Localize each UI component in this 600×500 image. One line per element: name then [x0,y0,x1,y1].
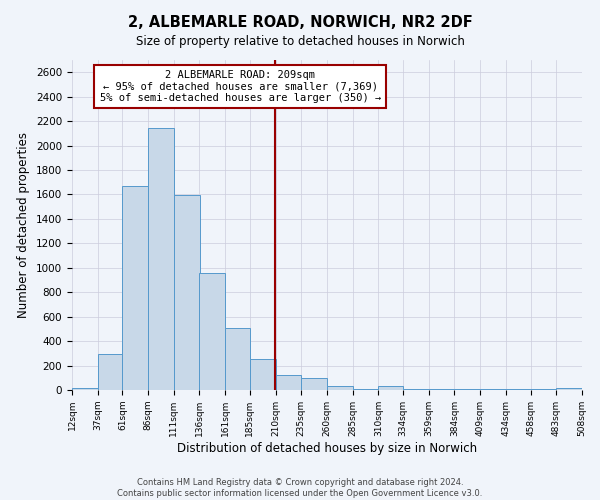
Bar [379,386,403,390]
Bar [556,388,582,390]
Bar [301,378,327,390]
Bar [275,376,301,390]
X-axis label: Distribution of detached houses by size in Norwich: Distribution of detached houses by size … [177,442,477,454]
Bar [250,359,275,390]
Y-axis label: Number of detached properties: Number of detached properties [17,132,31,318]
Bar [199,272,225,390]
Bar [148,128,174,390]
Bar [98,354,122,390]
Text: Contains HM Land Registry data © Crown copyright and database right 2024.
Contai: Contains HM Land Registry data © Crown c… [118,478,482,498]
Bar [174,195,199,390]
Bar [327,386,353,390]
Text: 2 ALBEMARLE ROAD: 209sqm
← 95% of detached houses are smaller (7,369)
5% of semi: 2 ALBEMARLE ROAD: 209sqm ← 95% of detach… [100,70,381,103]
Bar [225,328,250,390]
Bar [122,186,148,390]
Text: 2, ALBEMARLE ROAD, NORWICH, NR2 2DF: 2, ALBEMARLE ROAD, NORWICH, NR2 2DF [128,15,472,30]
Bar [72,388,98,390]
Text: Size of property relative to detached houses in Norwich: Size of property relative to detached ho… [136,35,464,48]
